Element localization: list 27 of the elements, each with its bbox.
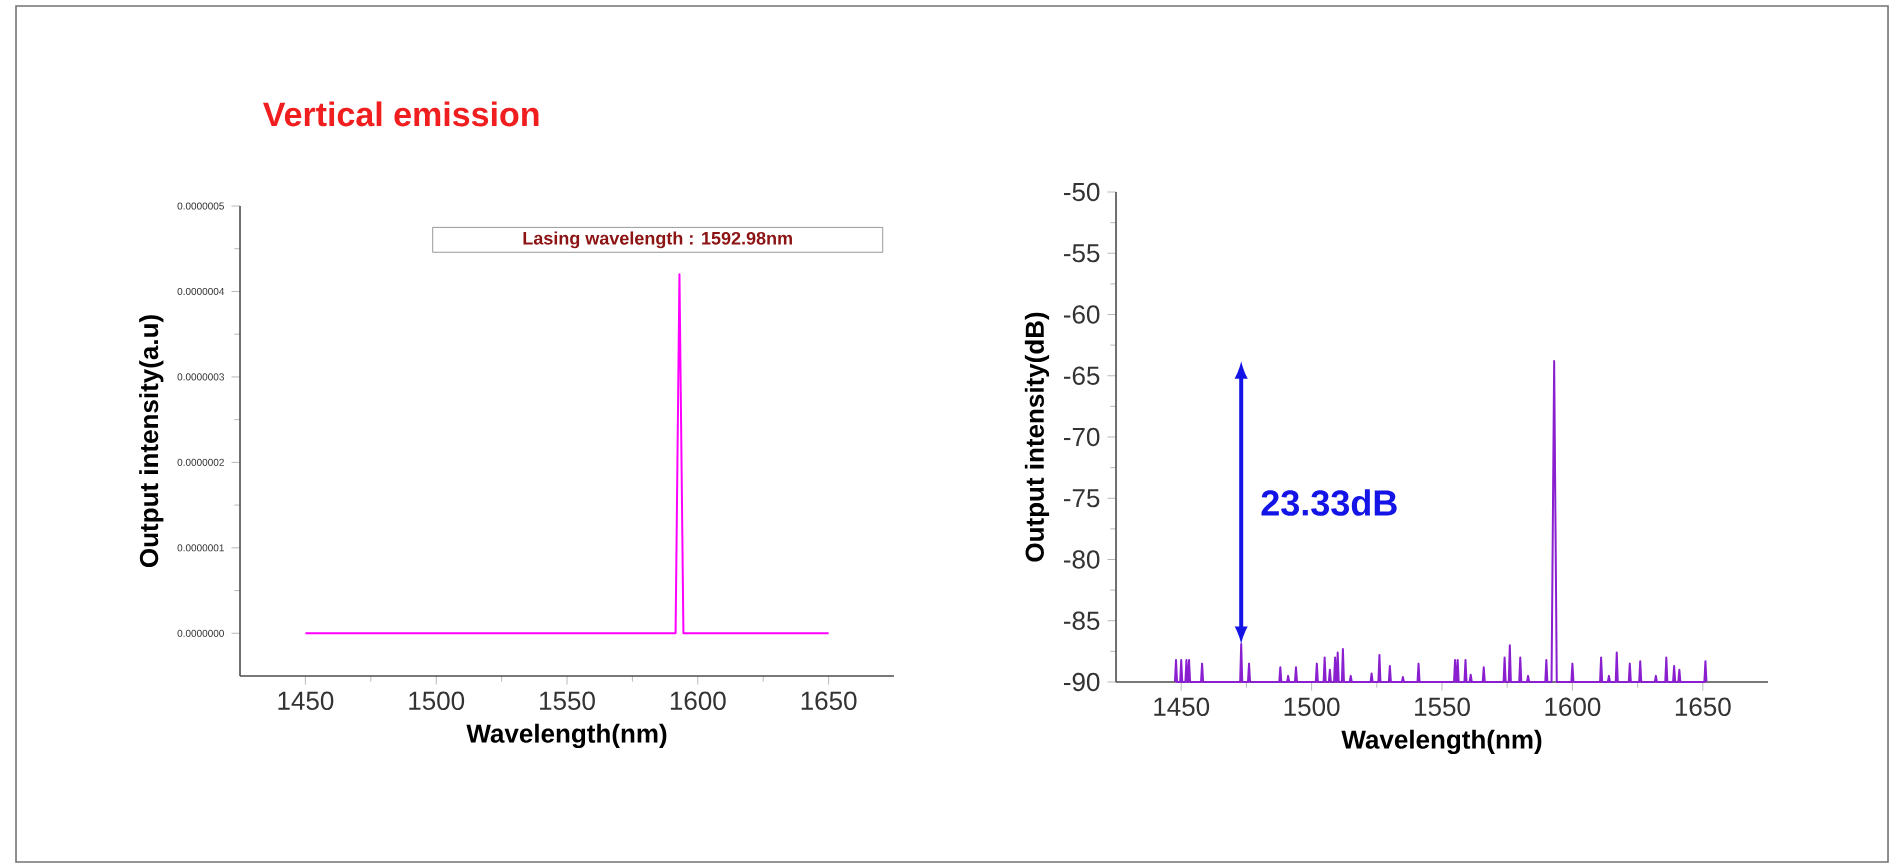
x-tick-label: 1650 <box>801 691 857 710</box>
y-tick-label: -85 <box>1064 611 1100 630</box>
y-axis-title: Output intensity(dB) <box>1024 312 1050 562</box>
y-tick-label: -70 <box>1064 427 1100 447</box>
line-series <box>1173 360 1708 683</box>
y-tick-label: -60 <box>1064 305 1100 324</box>
x-tick-label: 1600 <box>670 691 726 710</box>
y-tick-label: -80 <box>1064 550 1100 569</box>
x-tick-label: 1450 <box>1154 697 1210 716</box>
x-tick-label: 1600 <box>1545 697 1601 716</box>
y-tick-label: -90 <box>1064 672 1100 692</box>
y-tick-label: -50 <box>1064 182 1100 202</box>
x-axis-title: Wavelength(nm) <box>1341 729 1542 755</box>
y-axis-title: Output intensity(a.u) <box>139 315 164 568</box>
chart-title: Vertical emission <box>262 101 539 127</box>
y-tick-label: -55 <box>1064 244 1100 263</box>
x-tick-label: 1550 <box>1415 697 1470 716</box>
y-tick-label: -75 <box>1064 489 1100 508</box>
x-tick-label: 1550 <box>540 691 595 710</box>
x-tick-label: 1450 <box>278 691 334 710</box>
x-tick-label: 1500 <box>409 691 465 710</box>
x-axis-title: Wavelength(nm) <box>466 723 667 749</box>
x-tick-label: 1650 <box>1675 697 1731 716</box>
annotation: 23.33dB <box>1261 489 1397 516</box>
y-tick-label: -65 <box>1064 366 1100 385</box>
x-tick-label: 1500 <box>1284 697 1340 716</box>
annotation: Lasing wavelength : 1592.98nm <box>523 231 792 249</box>
